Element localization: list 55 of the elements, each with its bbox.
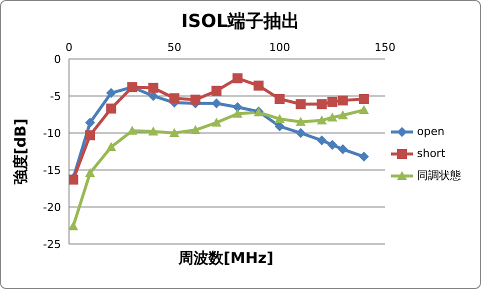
point [148, 82, 158, 93]
point [85, 118, 96, 128]
point [327, 140, 338, 150]
point [338, 144, 348, 154]
point [211, 86, 222, 96]
point [316, 115, 327, 124]
point [211, 98, 222, 108]
point [85, 168, 96, 177]
x-tick-label: 50 [167, 41, 182, 54]
y-tick-label: -20 [43, 200, 61, 214]
point [274, 94, 285, 104]
point [169, 128, 180, 137]
x-tick-label: 0 [66, 41, 72, 54]
point [232, 73, 243, 84]
point [358, 152, 369, 162]
point [254, 80, 264, 91]
point [190, 125, 200, 134]
point [232, 102, 243, 112]
legend-label: open [417, 124, 444, 140]
point [211, 118, 222, 127]
point [358, 105, 369, 114]
point [338, 95, 348, 106]
point [148, 91, 158, 101]
point [169, 93, 180, 104]
point [85, 130, 96, 140]
point [106, 142, 116, 152]
y-tick-label: -10 [43, 126, 61, 140]
y-axis-title: 強度[dB] [11, 118, 30, 184]
point [69, 221, 78, 230]
legend-label: short [417, 146, 446, 162]
point [148, 126, 158, 136]
y-tick-label: -15 [43, 164, 61, 177]
y-tick-label: -5 [50, 90, 61, 103]
point [106, 88, 116, 98]
point [127, 126, 138, 135]
x-axis-title: 周波数[MHz] [178, 249, 274, 268]
point [358, 94, 369, 104]
point [338, 110, 348, 120]
point [316, 135, 327, 146]
x-tick-label: 100 [269, 41, 290, 54]
y-tick-label: 0 [54, 52, 61, 66]
point [296, 128, 306, 138]
x-tick-label: 150 [374, 41, 396, 54]
legend-label: 同調状態 [417, 168, 461, 184]
point [316, 99, 327, 110]
point [327, 112, 338, 122]
point [296, 116, 306, 126]
chart-title: ISOL端子抽出 [180, 10, 301, 33]
point [232, 108, 243, 118]
point [106, 104, 116, 114]
point [327, 96, 338, 107]
y-tick-label: -25 [43, 238, 61, 251]
point [190, 94, 200, 105]
point [274, 114, 285, 123]
point [296, 99, 306, 110]
